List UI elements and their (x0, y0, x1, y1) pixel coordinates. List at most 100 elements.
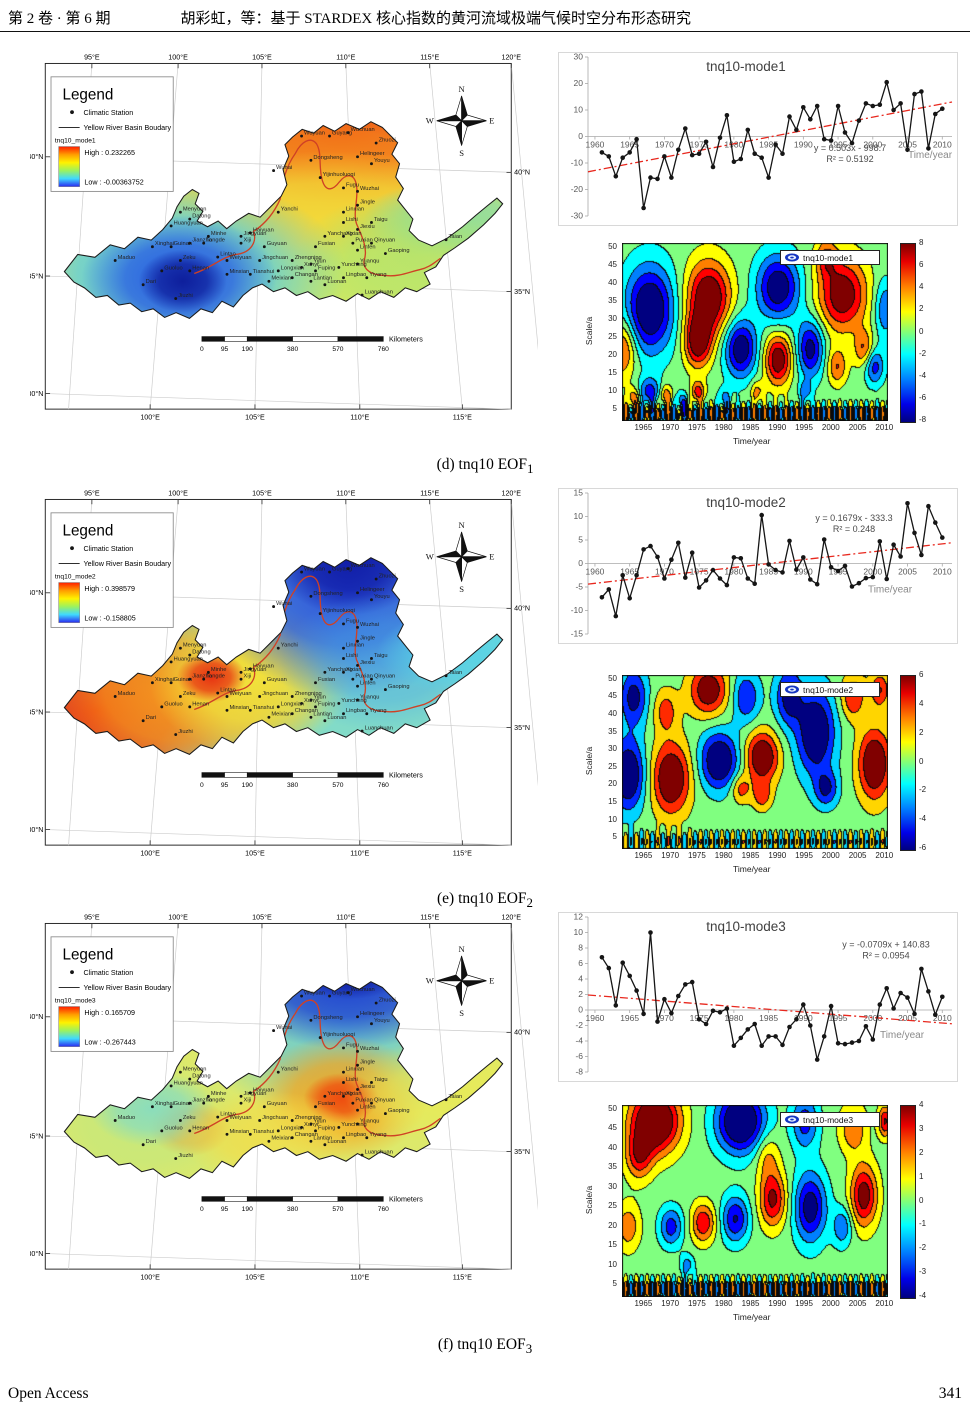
data-point (620, 960, 625, 965)
svg-text:1990: 1990 (794, 140, 813, 150)
svg-text:Jingle: Jingle (360, 1060, 375, 1066)
svg-text:30°N: 30°N (30, 390, 43, 398)
svg-text:0: 0 (578, 131, 583, 141)
data-point (710, 164, 716, 170)
svg-text:Haiyuan: Haiyuan (253, 227, 274, 233)
svg-text:Luonan: Luonan (327, 279, 346, 285)
svg-text:Dongsheng: Dongsheng (313, 155, 342, 161)
wavelet-y-tick: 40 (608, 277, 617, 287)
svg-text:Changan: Changan (295, 708, 318, 714)
data-point (905, 501, 910, 506)
svg-text:105°E: 105°E (245, 414, 265, 422)
svg-text:760: 760 (378, 346, 389, 353)
svg-text:Datong: Datong (192, 213, 210, 219)
data-point (689, 979, 695, 985)
svg-text:Yellow River Basin Boudary: Yellow River Basin Boudary (83, 984, 171, 992)
svg-text:Guinan: Guinan (174, 677, 192, 683)
colorbar-tick: -2 (919, 348, 927, 358)
page-footer: Open Access 341 (8, 1385, 962, 1403)
wavelet-y-tick: 40 (608, 1142, 617, 1152)
r-squared: R² = 0.5192 (826, 154, 873, 164)
svg-text:1975: 1975 (690, 140, 709, 150)
wavelet-y-tick: 10 (608, 814, 617, 824)
svg-text:5: 5 (578, 535, 583, 545)
map-legend: Legend Climatic Station Yellow River Basin… (50, 936, 174, 1052)
svg-text:Xinghai: Xinghai (155, 1101, 174, 1107)
x-axis-label: Time/year (908, 150, 953, 161)
svg-text:Jingyuan: Jingyuan (244, 231, 267, 237)
data-point (669, 175, 674, 180)
station-dot-icon (70, 110, 74, 115)
svg-text:S: S (459, 1008, 464, 1018)
svg-text:1990: 1990 (794, 567, 813, 577)
data-point (808, 117, 813, 122)
svg-text:Lishi: Lishi (346, 217, 358, 223)
svg-text:W: W (426, 116, 435, 126)
legend-high: High : 0.398579 (84, 585, 135, 593)
svg-text:35°N: 35°N (514, 1148, 530, 1156)
svg-text:Yijinhuoluoqi: Yijinhuoluoqi (323, 172, 355, 178)
svg-text:Fugu: Fugu (346, 182, 359, 188)
svg-text:1965: 1965 (620, 567, 639, 577)
svg-text:120°E: 120°E (501, 914, 521, 922)
data-point (849, 584, 855, 589)
data-point (641, 1011, 646, 1017)
svg-text:Luanchuan: Luanchuan (365, 1149, 393, 1155)
figure-row-e: Wuyuan Guyang Wuchuan Zhuozi Helingeer Youyu W… (27, 488, 962, 885)
data-point (912, 530, 917, 536)
svg-text:Fuxian: Fuxian (318, 1101, 335, 1107)
svg-text:115°E: 115°E (453, 850, 472, 858)
svg-text:Luanchuan: Luanchuan (365, 289, 393, 295)
data-point (669, 557, 674, 562)
legend-low: Low : -0.158805 (84, 615, 135, 623)
svg-text:100°E: 100°E (140, 414, 160, 422)
data-point (759, 1043, 764, 1048)
svg-text:Yuanqu: Yuanqu (360, 694, 379, 700)
wavelet-x-tick: 1980 (714, 851, 733, 860)
wavelet-y-tick: 25 (608, 331, 617, 341)
data-point (738, 1035, 744, 1041)
svg-text:Yijinhuoluoqi: Yijinhuoluoqi (323, 608, 355, 614)
data-point (933, 111, 938, 117)
legend-high: High : 0.232265 (84, 149, 135, 157)
basin-outline (63, 557, 504, 756)
svg-text:Xinghai: Xinghai (155, 241, 174, 247)
svg-text:Maduo: Maduo (118, 691, 136, 697)
svg-text:Youyu: Youyu (374, 594, 390, 600)
data-point (919, 89, 924, 94)
svg-text:Lantian: Lantian (313, 712, 332, 718)
svg-text:6: 6 (578, 958, 583, 968)
wavelet-y-tick: 40 (608, 708, 617, 718)
svg-text:105°E: 105°E (245, 1274, 265, 1282)
svg-text:Lishi: Lishi (346, 653, 358, 659)
svg-text:Yijun: Yijun (313, 694, 326, 700)
data-point (724, 1006, 730, 1011)
svg-text:0: 0 (200, 346, 204, 353)
data-point (814, 581, 820, 587)
data-point (787, 1024, 792, 1030)
colorbar-tick: 8 (919, 238, 924, 247)
wavelet-x-tick: 1975 (687, 851, 706, 860)
colorbar-tick: 0 (919, 1195, 924, 1205)
svg-text:Longxian: Longxian (281, 265, 304, 271)
svg-text:Weiyuan: Weiyuan (229, 691, 251, 697)
data-point (835, 568, 841, 574)
data-point (634, 573, 639, 578)
wavelet-y-tick: 5 (612, 404, 617, 414)
svg-text:N: N (459, 84, 465, 94)
data-point (655, 1019, 660, 1024)
svg-text:Linfen: Linfen (360, 1105, 376, 1111)
svg-text:2000: 2000 (863, 140, 882, 150)
scale-bar-unit: Kilometers (389, 1195, 423, 1203)
svg-text:40°N: 40°N (514, 605, 530, 613)
svg-text:Tongde: Tongde (206, 238, 225, 244)
data-point (745, 127, 751, 133)
data-point (766, 562, 771, 567)
colorbar-tick: 2 (919, 727, 924, 737)
svg-text:2005: 2005 (898, 567, 917, 577)
data-point (662, 576, 667, 581)
data-point (870, 103, 876, 109)
colorbar-tick: 6 (919, 670, 924, 679)
svg-text:Yellow River Basin Boudary: Yellow River Basin Boudary (83, 124, 171, 132)
svg-text:Xunyi: Xunyi (304, 262, 318, 268)
